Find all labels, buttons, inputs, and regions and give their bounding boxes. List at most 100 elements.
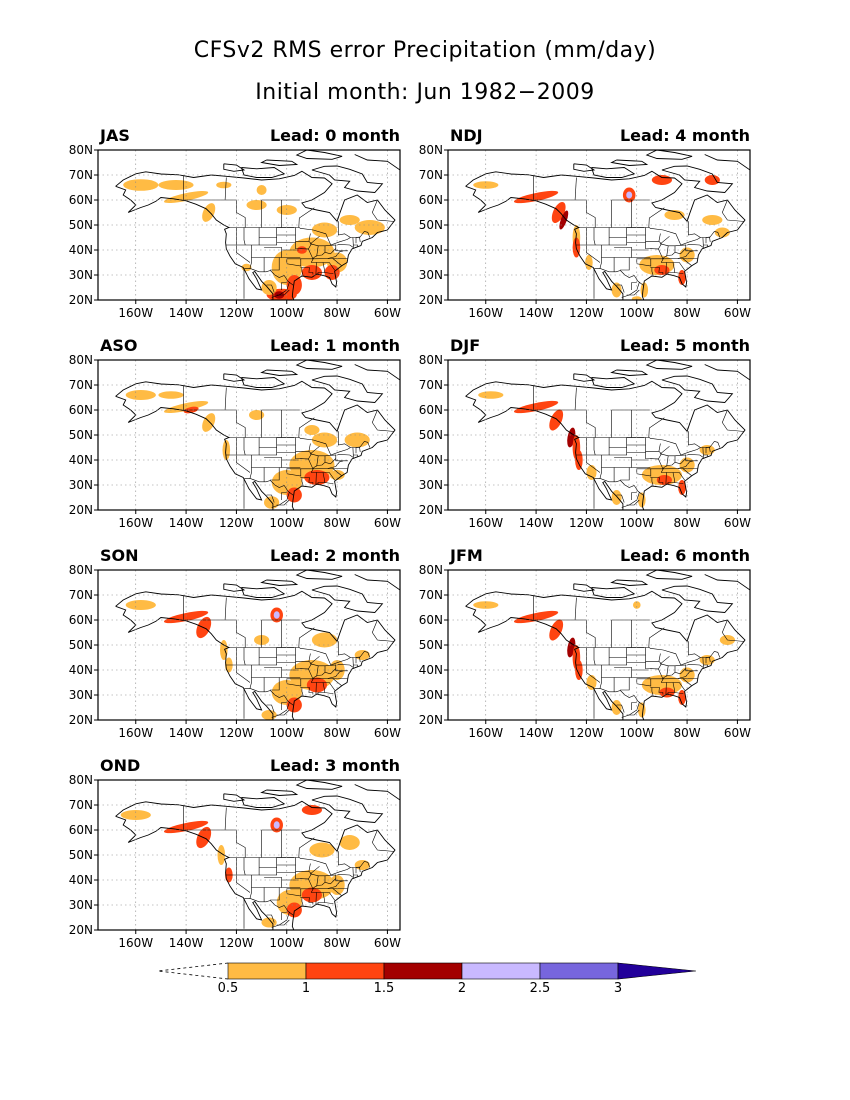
boundary-line xyxy=(243,227,246,246)
lat-tick-label: 40N xyxy=(69,453,93,467)
boundary-line xyxy=(332,468,342,476)
map-panel-son: 20N 30N 40N 50N 60N 70N 80N 160W 140W 120W 100W 80W… xyxy=(69,546,401,740)
boundary-line xyxy=(614,667,633,678)
coastline xyxy=(240,587,286,598)
rmse-region xyxy=(304,425,320,435)
lon-tick-label: 80W xyxy=(674,726,701,740)
boundary-line xyxy=(276,499,290,506)
boundary-line xyxy=(660,678,698,683)
boundary-line xyxy=(575,664,601,683)
boundary-line xyxy=(264,667,283,678)
boundary-line xyxy=(266,914,275,923)
boundary-line xyxy=(574,597,577,621)
boundary-line xyxy=(659,446,670,457)
boundary-line xyxy=(674,664,698,672)
panel-season-label: SON xyxy=(100,546,139,565)
rmse-region xyxy=(586,675,597,690)
boundary-line xyxy=(631,702,637,710)
boundary-line xyxy=(620,677,630,691)
boundary-line xyxy=(599,257,602,269)
colorbar-label: 2.5 xyxy=(530,981,551,996)
boundary-line xyxy=(687,447,704,459)
lon-tick-label: 80W xyxy=(674,516,701,530)
boundary-line xyxy=(251,245,265,272)
boundary-line xyxy=(309,446,320,457)
boundary-line xyxy=(609,437,628,456)
boundary-line xyxy=(355,656,360,664)
rmse-region xyxy=(473,601,499,609)
boundary-line xyxy=(593,437,596,456)
rmse-region xyxy=(286,487,302,503)
lon-tick-label: 100W xyxy=(269,306,304,320)
coastline xyxy=(704,360,750,381)
coastline xyxy=(260,789,299,796)
boundary-line xyxy=(312,878,337,889)
boundary-line xyxy=(645,437,661,452)
boundary-line xyxy=(276,919,290,926)
boundary-line xyxy=(236,620,246,648)
boundary-line xyxy=(295,647,311,662)
lat-tick-label: 30N xyxy=(69,688,93,702)
boundary-line xyxy=(276,289,290,296)
boundary-line xyxy=(324,874,348,882)
coastline xyxy=(573,163,596,172)
boundary-line xyxy=(609,647,628,666)
boundary-line xyxy=(243,687,294,719)
lon-tick-label: 140W xyxy=(169,726,204,740)
lon-tick-label: 100W xyxy=(269,936,304,950)
rmse-region xyxy=(125,390,156,400)
rmse-region xyxy=(249,410,265,420)
rmse-region xyxy=(354,220,385,235)
lat-tick-label: 20N xyxy=(419,503,443,517)
boundary-line xyxy=(300,477,314,485)
boundary-line xyxy=(294,871,312,880)
boundary-line xyxy=(721,409,745,432)
lon-tick-label: 80W xyxy=(324,306,351,320)
boundary-line xyxy=(324,272,334,274)
boundary-line xyxy=(359,656,361,663)
boundary-line xyxy=(626,289,640,296)
boundary-line xyxy=(371,199,395,222)
boundary-line xyxy=(243,267,294,299)
boundary-line xyxy=(621,702,640,718)
boundary-line xyxy=(309,866,320,877)
boundary-line xyxy=(705,236,710,244)
boundary-line xyxy=(327,670,344,679)
lat-tick-label: 20N xyxy=(69,923,93,937)
boundary-line xyxy=(648,627,665,648)
coastline xyxy=(591,377,636,388)
boundary-line xyxy=(666,682,675,695)
boundary-line xyxy=(371,829,395,852)
coastline xyxy=(591,167,636,178)
boundary-line xyxy=(251,665,265,692)
lon-tick-label: 140W xyxy=(519,306,554,320)
colorbar-label: 3 xyxy=(614,981,622,996)
boundary-line xyxy=(601,455,615,482)
rmse-region xyxy=(473,181,499,189)
boundary-line xyxy=(662,668,687,679)
rmse-region xyxy=(654,265,670,275)
boundary-line xyxy=(243,897,294,929)
boundary-line xyxy=(286,888,302,897)
lon-tick-label: 100W xyxy=(619,516,654,530)
lat-tick-label: 40N xyxy=(69,663,93,677)
boundary-line xyxy=(648,417,665,438)
lat-tick-label: 70N xyxy=(69,588,93,602)
lat-tick-label: 50N xyxy=(69,638,93,652)
lat-tick-label: 80N xyxy=(69,773,93,787)
lon-tick-label: 80W xyxy=(674,306,701,320)
boundary-line xyxy=(324,244,348,252)
boundary-line xyxy=(281,492,287,500)
boundary-line xyxy=(644,661,662,670)
rmse-region xyxy=(354,860,370,870)
coastline xyxy=(295,780,343,790)
boundary-line xyxy=(636,258,652,267)
boundary-line xyxy=(312,668,337,679)
boundary-line xyxy=(295,857,311,872)
boundary-line xyxy=(323,892,336,901)
boundary-line xyxy=(259,227,278,246)
boundary-line xyxy=(266,704,275,713)
boundary-line xyxy=(264,457,283,468)
boundary-line xyxy=(682,678,692,686)
